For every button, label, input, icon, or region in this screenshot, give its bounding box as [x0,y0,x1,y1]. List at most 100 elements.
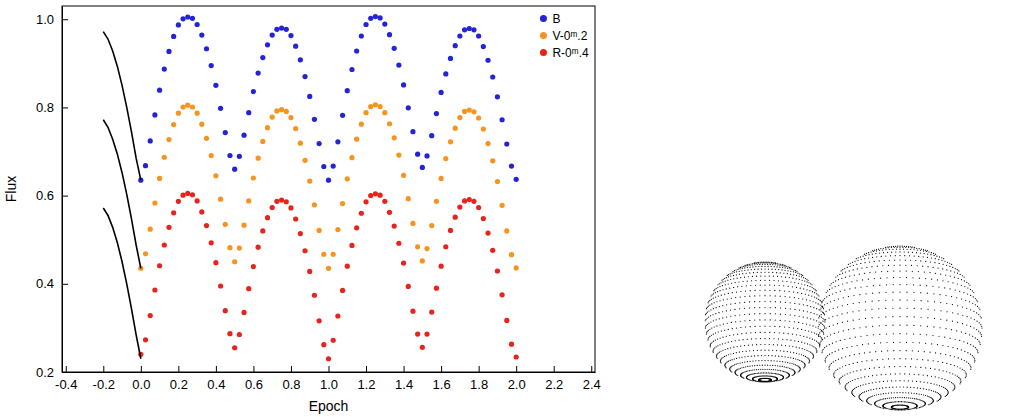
surface-dot [735,370,736,371]
surface-dot [803,336,804,337]
surface-dot [778,280,779,281]
surface-dot [952,383,953,384]
data-point [162,242,167,247]
surface-dot [721,280,722,281]
surface-dot [883,393,884,394]
surface-dot [868,397,869,398]
surface-dot [749,379,750,380]
surface-dot [821,352,822,353]
surface-dot [788,333,789,334]
surface-dot [809,324,810,325]
surface-dot [866,326,867,327]
surface-dot [815,302,816,303]
surface-dot [911,408,912,409]
surface-dot [793,291,794,292]
surface-dot [846,383,847,384]
surface-dot [798,366,799,367]
surface-dot [916,398,917,399]
surface-dot [772,376,773,377]
surface-dot [753,377,754,378]
surface-dot [822,331,823,332]
surface-dot [816,341,817,342]
surface-dot [784,326,785,327]
x-axis-tick: 0.2 [170,366,188,392]
surface-dot [721,358,722,359]
surface-dot [752,276,753,277]
surface-dot [970,369,971,370]
surface-dot [776,266,777,267]
data-point [490,158,495,163]
surface-dot [708,306,709,307]
surface-dot [859,398,860,399]
surface-dot [816,349,817,350]
data-point [288,115,293,120]
surface-dot [831,363,832,364]
surface-dot [726,304,727,305]
surface-dot [754,320,755,321]
surface-dot [759,319,760,320]
surface-dot [754,365,755,366]
surface-dot [869,368,870,369]
surface-dot [798,341,799,342]
data-point [453,126,458,131]
surface-dot [746,285,747,286]
surface-dot [819,344,820,345]
data-point [382,21,387,26]
surface-dot [762,369,763,370]
surface-dot [925,395,926,396]
data-point [340,201,345,206]
data-point [227,153,232,158]
surface-dot [785,314,786,315]
surface-dot [876,388,877,389]
surface-dot [774,380,775,381]
x-axis-tick-label: -0.4 [55,377,77,392]
x-axis-tick-mark [329,366,330,372]
surface-dot [741,333,742,334]
surface-dot [768,378,769,379]
surface-dot [771,355,772,356]
surface-dot [746,378,747,379]
surface-dot [764,378,765,379]
surface-dot [901,409,902,410]
surface-dot [773,263,774,264]
surface-dot [716,357,717,358]
surface-dot [771,373,772,374]
surface-dot [866,401,867,402]
surface-dot [817,342,818,343]
surface-dot [730,371,731,372]
y-axis-tick: 1.0 [36,12,68,27]
surface-dot [880,342,881,343]
surface-dot [755,332,756,333]
surface-dot [812,301,813,302]
data-point [363,110,368,115]
data-point [293,126,298,131]
surface-dot [784,356,785,357]
data-point [157,263,162,268]
surface-dot [816,314,817,315]
surface-dot [707,307,708,308]
surface-dot [808,351,809,352]
surface-dot [728,361,729,362]
surface-dot [749,301,750,302]
surface-dot [977,352,978,353]
surface-dot [782,361,783,362]
data-point [495,268,500,273]
x-axis-tick: 2.0 [508,366,526,392]
data-point [321,252,326,257]
surface-dot [801,329,802,330]
surface-dot [749,366,750,367]
surface-dot [807,285,808,286]
data-point [256,156,261,161]
surface-dot [913,387,914,388]
surface-dot [798,366,799,367]
surface-dot [842,376,843,377]
surface-dot [733,334,734,335]
x-axis-tick-label: 1.0 [320,377,338,392]
surface-dot [775,373,776,374]
surface-dot [913,403,914,404]
surface-dot [740,374,741,375]
surface-dot [953,389,954,390]
surface-dot [861,400,862,401]
surface-dot [749,374,750,375]
surface-dot [715,292,716,293]
